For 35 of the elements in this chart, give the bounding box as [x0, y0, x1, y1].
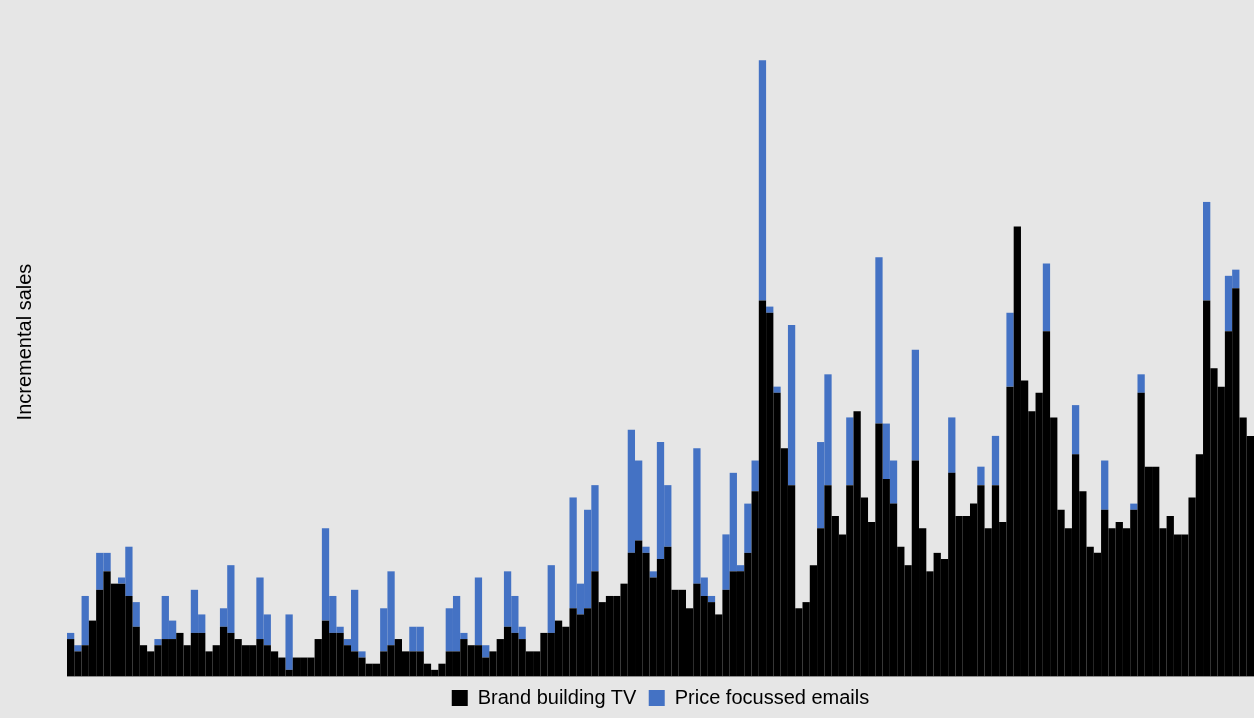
bar [1101, 460, 1109, 510]
bar [132, 602, 140, 627]
bar [1042, 263, 1051, 332]
bar [773, 386, 781, 393]
bar [911, 349, 920, 461]
bar [744, 503, 752, 553]
bar [846, 417, 854, 486]
bar [1203, 201, 1211, 301]
bar [649, 571, 657, 578]
bar [81, 595, 89, 646]
bar [474, 577, 483, 646]
bar [1071, 405, 1080, 455]
bar [875, 257, 883, 424]
bar [358, 651, 366, 658]
bar [1137, 374, 1145, 393]
bar [547, 565, 555, 633]
bar [482, 645, 490, 658]
bar [642, 546, 650, 553]
legend-label: Brand building TV [477, 685, 638, 708]
bar [1130, 503, 1138, 510]
bar [766, 306, 774, 313]
legend-label: Price focussed emails [674, 685, 870, 708]
bar [285, 614, 293, 670]
bar [707, 595, 716, 603]
bar [991, 435, 1000, 486]
bar [1006, 312, 1014, 387]
bar [74, 645, 82, 652]
bar [154, 639, 162, 646]
bar [67, 632, 75, 640]
bar [977, 466, 985, 486]
bar [758, 60, 767, 301]
bar [948, 417, 956, 473]
bar [787, 325, 796, 486]
bar [751, 460, 759, 492]
y-axis-title: Incremental sales [12, 263, 35, 421]
